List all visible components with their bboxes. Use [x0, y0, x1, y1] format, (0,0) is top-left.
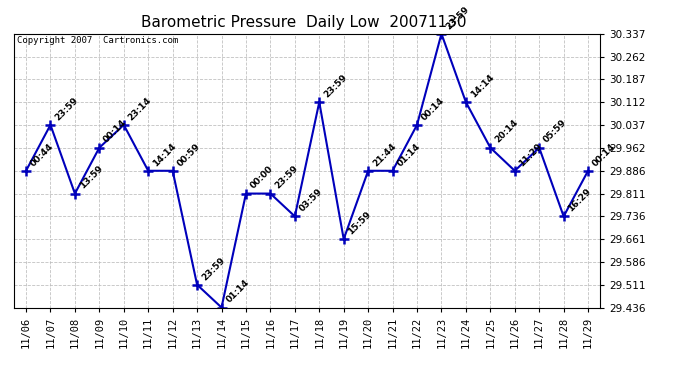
Text: 20:14: 20:14	[493, 118, 520, 145]
Text: 14:14: 14:14	[469, 72, 495, 99]
Text: 00:59: 00:59	[175, 141, 202, 168]
Text: 05:59: 05:59	[542, 118, 569, 145]
Text: 00:14: 00:14	[102, 118, 128, 145]
Text: 13:59: 13:59	[78, 164, 104, 191]
Text: 00:14: 00:14	[591, 141, 618, 168]
Text: Barometric Pressure  Daily Low  20071130: Barometric Pressure Daily Low 20071130	[141, 15, 466, 30]
Text: 23:59: 23:59	[273, 164, 300, 191]
Text: 23:59: 23:59	[53, 95, 80, 122]
Text: 11:29: 11:29	[518, 141, 544, 168]
Text: 15:59: 15:59	[346, 210, 373, 236]
Text: 14:14: 14:14	[151, 141, 178, 168]
Text: 23:59: 23:59	[200, 255, 226, 282]
Text: 16:29: 16:29	[566, 187, 593, 214]
Text: 00:14: 00:14	[420, 96, 446, 122]
Text: 21:44: 21:44	[371, 141, 397, 168]
Text: 23:59: 23:59	[322, 73, 348, 99]
Text: 00:44: 00:44	[29, 141, 55, 168]
Text: 23:59: 23:59	[444, 4, 471, 31]
Text: 01:14: 01:14	[395, 141, 422, 168]
Text: 03:59: 03:59	[297, 187, 324, 214]
Text: Copyright 2007  Cartronics.com: Copyright 2007 Cartronics.com	[17, 36, 178, 45]
Text: 23:14: 23:14	[126, 95, 153, 122]
Text: 01:14: 01:14	[224, 278, 251, 305]
Text: 00:00: 00:00	[248, 165, 275, 191]
